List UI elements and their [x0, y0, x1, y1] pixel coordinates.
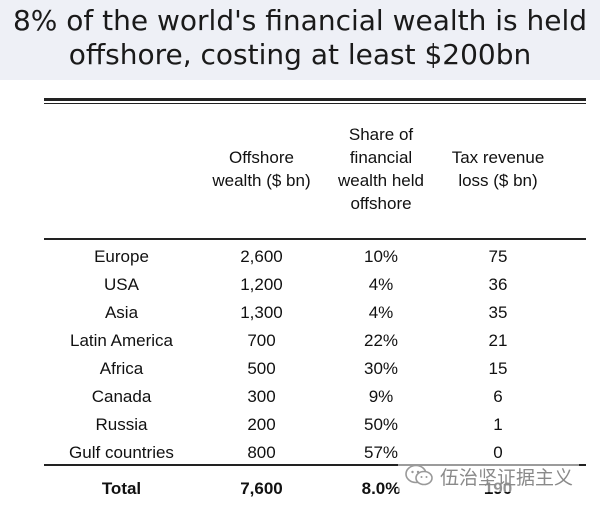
wechat-icon [405, 464, 433, 486]
table-cell-tax-revenue-loss: 36 [488, 275, 508, 294]
table-cell-region: Canada [91, 387, 152, 406]
watermark: 伍治坚证据主义 [398, 460, 580, 492]
table-cell-share-offshore: 50% [363, 415, 399, 434]
table-cell-tax-revenue-loss: 75 [488, 247, 508, 266]
table-top-rule [44, 98, 586, 101]
table-cell-offshore-wealth: 500 [247, 359, 276, 378]
table-cell-offshore-wealth: 1,300 [240, 303, 283, 322]
table-cell-tax-revenue-loss: 15 [488, 359, 508, 378]
table-cell-offshore-wealth: 1,200 [240, 275, 283, 294]
page-title-line-2: offshore, costing at least $200bn [68, 38, 532, 71]
table-cell-region: Russia [95, 415, 148, 434]
page-title-line-1: 8% of the world's financial wealth is he… [12, 4, 588, 37]
table-header-rule [44, 238, 586, 240]
table-cell-share-offshore: 57% [363, 443, 399, 462]
table-cell-offshore-wealth: 300 [247, 387, 276, 406]
table-cell-offshore-wealth: 800 [247, 443, 276, 462]
total-offshore-wealth: 7,600 [240, 479, 283, 498]
total-share-offshore: 8.0% [361, 479, 401, 498]
table-bottom-rule [44, 464, 586, 466]
table-cell-tax-revenue-loss: 21 [488, 331, 508, 350]
table-cell-share-offshore: 4% [368, 303, 394, 322]
table-cell-region: Asia [104, 303, 139, 322]
watermark-text: 伍治坚证据主义 [440, 466, 574, 489]
table-cell-share-offshore: 30% [363, 359, 399, 378]
table-cell-tax-revenue-loss: 35 [488, 303, 508, 322]
title-band [0, 0, 600, 80]
header-offshore-wealth: Offshore wealth ($ bn) [212, 148, 311, 190]
table-cell-tax-revenue-loss: 0 [493, 443, 503, 462]
table-cell-share-offshore: 10% [363, 247, 399, 266]
table-cell-share-offshore: 4% [368, 275, 394, 294]
table-cell-offshore-wealth: 700 [247, 331, 276, 350]
table-cell-region: Gulf countries [69, 443, 174, 462]
table-top-rule-thin [44, 103, 586, 104]
table-cell-offshore-wealth: 2,600 [240, 247, 283, 266]
table-cell-share-offshore: 22% [363, 331, 399, 350]
table-cell-region: Africa [99, 359, 144, 378]
header-share-offshore: Share of financial wealth held offshore [337, 125, 424, 213]
total-label: Total [101, 479, 142, 498]
header-tax-revenue-loss: Tax revenue loss ($ bn) [451, 148, 545, 190]
table-cell-tax-revenue-loss: 1 [493, 415, 503, 434]
table-cell-share-offshore: 9% [368, 387, 394, 406]
table-cell-offshore-wealth: 200 [247, 415, 276, 434]
table-cell-region: Latin America [70, 331, 173, 350]
table-cell-region: USA [104, 275, 139, 294]
table-cell-region: Europe [94, 247, 149, 266]
table-cell-tax-revenue-loss: 6 [493, 387, 503, 406]
